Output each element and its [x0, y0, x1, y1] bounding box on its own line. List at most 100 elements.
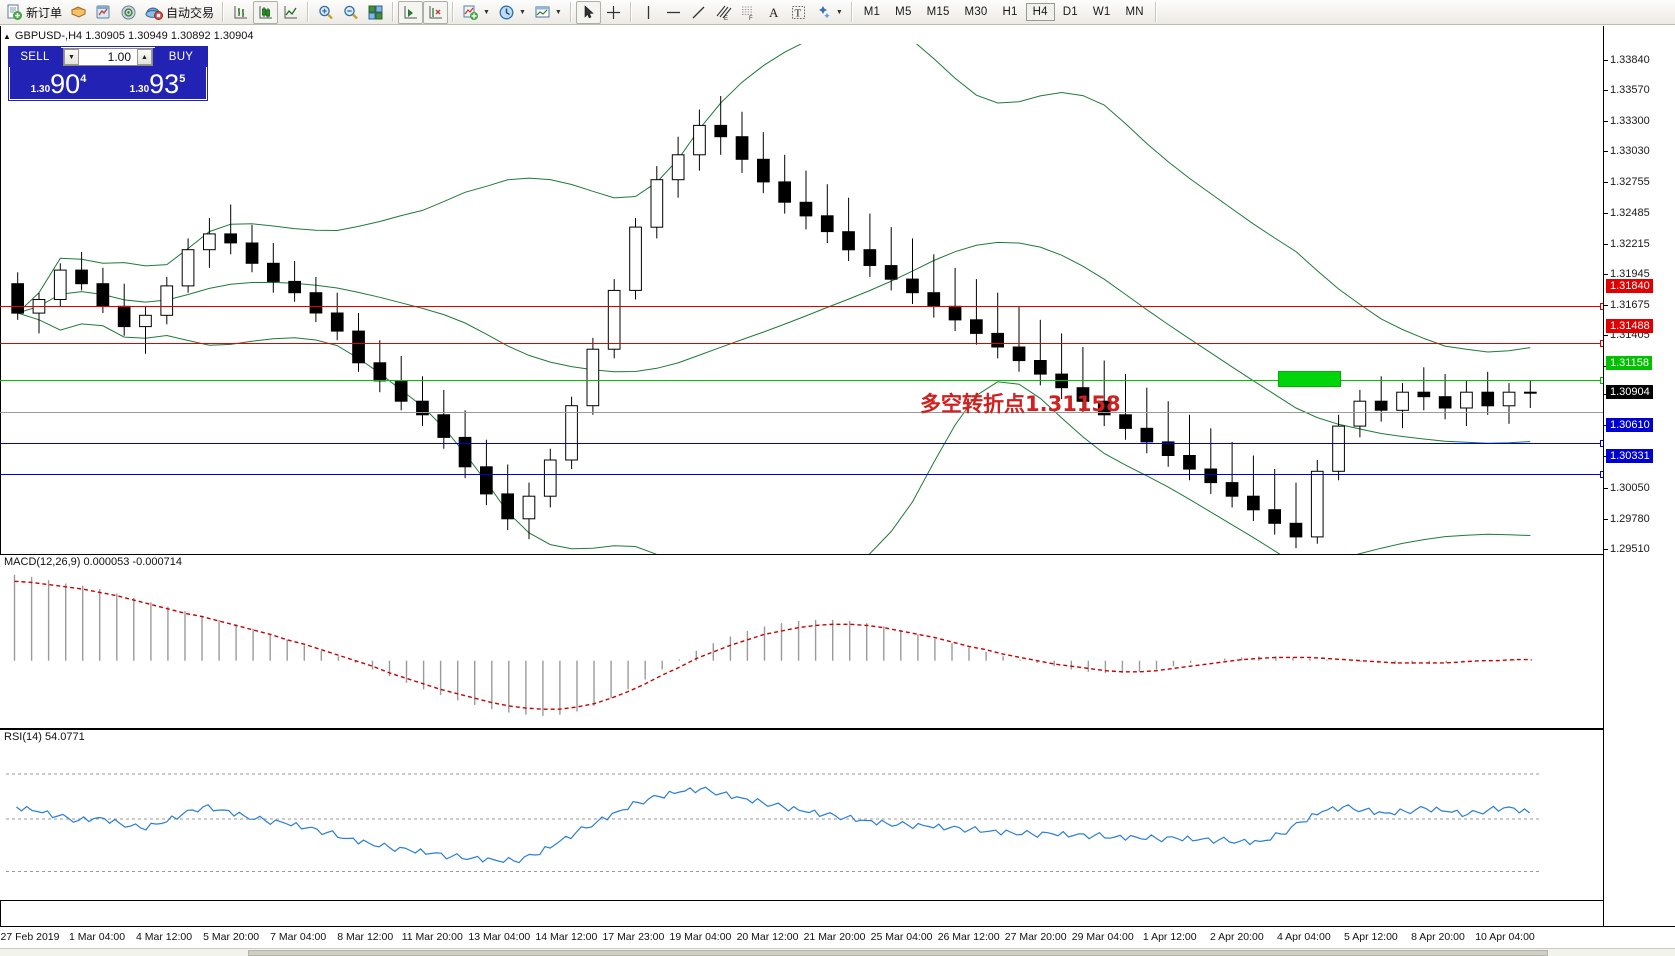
zoom-out-button[interactable]	[338, 1, 363, 24]
price-level-badge-resistance[interactable]: 1.31488	[1606, 318, 1653, 333]
level-line-resistance-2[interactable]	[0, 340, 1607, 347]
time-tick: 10 Apr 04:00	[1475, 931, 1535, 943]
sell-price-quote[interactable]: 1.30 90 4	[10, 67, 107, 99]
chevron-down-icon[interactable]: ▼	[483, 8, 490, 16]
timeframe-mn[interactable]: MN	[1125, 6, 1144, 18]
time-tick: 8 Mar 12:00	[337, 931, 394, 943]
indicators-button[interactable]: ▼	[458, 1, 494, 24]
time-tick: 21 Mar 20:00	[803, 931, 866, 943]
indicators-icon	[462, 4, 479, 21]
timeframe-h1[interactable]: H1	[1002, 6, 1018, 18]
shift-end-button[interactable]	[398, 0, 424, 24]
templates-list-icon	[534, 4, 551, 21]
shift-end-icon	[402, 4, 419, 21]
bar-chart-button[interactable]	[228, 1, 253, 24]
time-tick: 17 Mar 23:00	[602, 931, 665, 943]
time-tick: 5 Apr 12:00	[1344, 931, 1398, 943]
line-chart-button[interactable]	[278, 1, 303, 24]
price-level-badge-resistance[interactable]: 1.31840	[1606, 278, 1653, 293]
timeframe-m1[interactable]: M1	[863, 6, 881, 18]
volume-increase-button[interactable]: ▲	[137, 49, 152, 65]
price-level-badge-pivot[interactable]: 1.31158	[1606, 356, 1652, 370]
timeframe-w1[interactable]: W1	[1092, 6, 1111, 18]
profiles-button[interactable]	[91, 1, 116, 24]
timeframe-d1[interactable]: D1	[1062, 6, 1078, 18]
cursor-icon	[580, 4, 597, 21]
time-tick: 25 Mar 04:00	[870, 931, 933, 943]
tile-windows-button[interactable]	[363, 1, 388, 24]
price-level-badge-support[interactable]: 1.30610	[1606, 417, 1653, 432]
fibonacci-button[interactable]: F	[736, 1, 761, 24]
buy-price-quote[interactable]: 1.30 93 5	[109, 67, 206, 99]
period-icon	[498, 4, 515, 21]
market-watch-button[interactable]	[116, 1, 141, 24]
horizontal-line-button[interactable]	[661, 1, 686, 24]
auto-scroll-icon	[427, 4, 444, 21]
collapse-arrow-icon[interactable]: ▲	[3, 31, 11, 41]
trendline-button[interactable]	[686, 1, 711, 24]
timeframe-m15[interactable]: M15	[926, 6, 950, 18]
price-tick: 1.31945	[1604, 268, 1650, 280]
buy-button[interactable]: BUY	[155, 47, 207, 67]
price-tick: 1.31675	[1604, 299, 1650, 311]
rsi-canvas	[6, 773, 1540, 872]
price-axis[interactable]: 1.33840 1.33570 1.33300 1.33030 1.32755 1.324…	[1603, 26, 1675, 926]
auto-scroll-button[interactable]	[423, 0, 449, 24]
sell-price-point: 4	[80, 73, 87, 85]
volume-stepper[interactable]: ▼ 1.00 ▲	[63, 48, 153, 66]
market-watch-icon	[120, 4, 137, 21]
templates-list-button[interactable]: ▼	[530, 1, 566, 24]
time-tick: 1 Mar 04:00	[69, 931, 126, 943]
time-tick: 19 Mar 04:00	[669, 931, 732, 943]
sell-button[interactable]: SELL	[9, 47, 61, 67]
crosshair-button[interactable]	[601, 1, 626, 24]
level-line-resistance-1[interactable]	[0, 303, 1607, 310]
level-line-pivot[interactable]	[0, 377, 1607, 384]
new-order-button[interactable]: 新订单	[2, 1, 66, 24]
macd-pane[interactable]: MACD(12,26,9) 0.000053 -0.000714 0.00813…	[0, 554, 1675, 729]
zoom-in-button[interactable]	[313, 1, 338, 24]
level-line-support-1[interactable]	[0, 440, 1607, 447]
level-line-support-2[interactable]	[0, 471, 1607, 478]
chevron-down-icon[interactable]: ▼	[835, 8, 843, 16]
price-level-badge-support[interactable]: 1.30331	[1606, 449, 1653, 464]
equidistant-channel-button[interactable]: E	[711, 1, 736, 24]
volume-decrease-button[interactable]: ▼	[64, 49, 79, 65]
bar-chart-icon	[232, 4, 249, 21]
main-toolbar: 新订单	[0, 0, 1675, 25]
svg-text:F: F	[749, 16, 753, 21]
candlestick-chart-button[interactable]	[253, 0, 279, 24]
chart-annotation-text[interactable]: 多空转折点1.31158	[920, 392, 1121, 416]
oct-top-row: SELL ▼ 1.00 ▲ BUY	[9, 47, 207, 67]
scrollbar-thumb[interactable]	[248, 950, 1548, 956]
timeframe-m5[interactable]: M5	[895, 6, 912, 18]
objects-button[interactable]: ▼	[811, 1, 847, 24]
new-order-label: 新订单	[26, 5, 63, 20]
vertical-line-button[interactable]	[636, 1, 661, 24]
crosshair-icon	[605, 4, 622, 21]
auto-trading-button[interactable]: 自动交易	[141, 1, 218, 24]
templates-button[interactable]	[66, 1, 91, 24]
rsi-label: RSI(14) 54.0771	[4, 731, 85, 743]
macd-canvas	[13, 574, 1533, 716]
highlight-rectangle[interactable]	[1278, 371, 1341, 387]
oct-quote-row: 1.30 90 4 1.30 93 5	[9, 67, 207, 100]
rsi-pane[interactable]: RSI(14) 54.0771 100805015	[0, 729, 1675, 901]
text-label-button[interactable]: T	[786, 1, 811, 24]
text-button[interactable]: A	[761, 1, 786, 24]
time-tick: 8 Apr 20:00	[1411, 931, 1465, 943]
toolbar-separator-3	[392, 2, 395, 22]
period-button[interactable]: ▼	[494, 1, 530, 24]
svg-text:A: A	[769, 5, 779, 20]
macd-label: MACD(12,26,9) 0.000053 -0.000714	[4, 556, 182, 568]
price-level-badge-current-price[interactable]: 1.30904	[1606, 384, 1653, 399]
cursor-button[interactable]	[575, 0, 601, 24]
chart-window[interactable]: ▲ GBPUSD-,H4 1.30905 1.30949 1.30892 1.3…	[0, 25, 1675, 956]
timeframe-m30[interactable]: M30	[964, 6, 988, 18]
chevron-down-icon[interactable]: ▼	[554, 8, 562, 16]
chevron-down-icon[interactable]: ▼	[518, 8, 526, 16]
one-click-trading-panel[interactable]: SELL ▼ 1.00 ▲ BUY 1.30 90 4 1.30 93 5	[8, 46, 208, 101]
timeframe-h4[interactable]: H4	[1025, 3, 1055, 21]
time-axis[interactable]: 27 Feb 2019 1 Mar 04:00 4 Mar 12:00 5 Mar 2…	[0, 926, 1675, 948]
volume-input[interactable]: 1.00	[79, 49, 137, 65]
